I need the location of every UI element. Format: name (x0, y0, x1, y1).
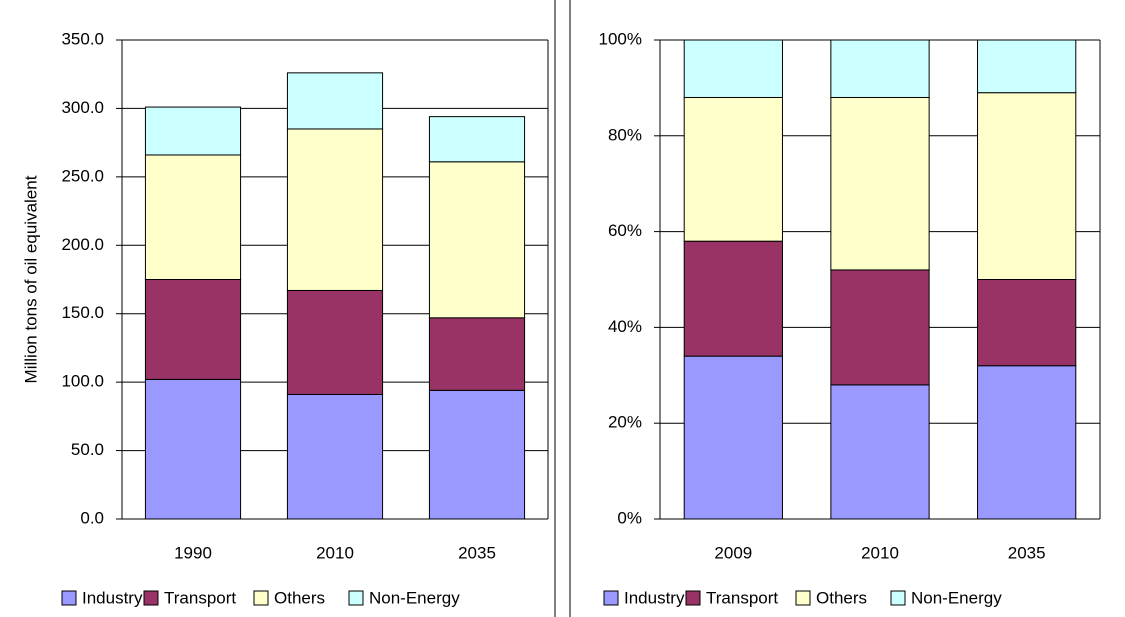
y-tick-label: 150.0 (61, 303, 104, 322)
y-axis-label: Million tons of oil equivalent (21, 175, 40, 383)
y-tick-label: 250.0 (61, 166, 104, 185)
legend-label: Others (274, 588, 325, 607)
x-tick-label: 2035 (1008, 543, 1046, 562)
legend-label: Industry (624, 588, 685, 607)
bar (286, 128, 384, 291)
legend-label: Transport (706, 588, 778, 607)
x-tick-label: 2010 (861, 543, 899, 562)
x-tick-label: 2009 (714, 543, 752, 562)
bar (683, 96, 783, 242)
legend-label: Non-Energy (911, 588, 1002, 607)
bar (286, 72, 384, 130)
bar (428, 161, 526, 319)
y-tick-label: 40% (608, 317, 642, 336)
y-tick-label: 100% (599, 29, 642, 48)
bar (428, 389, 526, 520)
legend-label: Others (816, 588, 867, 607)
legend-swatch (348, 590, 364, 606)
bar (830, 39, 930, 98)
bar (144, 279, 242, 380)
bar (683, 240, 783, 357)
bar (683, 355, 783, 520)
bar (428, 116, 526, 163)
bar (144, 106, 242, 156)
y-tick-label: 80% (608, 125, 642, 144)
y-tick-label: 200.0 (61, 235, 104, 254)
bar (428, 317, 526, 391)
legend-label: Industry (82, 588, 143, 607)
bar (286, 289, 384, 395)
y-tick-label: 60% (608, 221, 642, 240)
y-tick-label: 100.0 (61, 372, 104, 391)
legend-swatch (795, 590, 811, 606)
x-tick-label: 2035 (458, 543, 496, 562)
legend-swatch (603, 590, 619, 606)
y-tick-label: 0% (617, 508, 642, 527)
legend-swatch (143, 590, 159, 606)
y-tick-label: 350.0 (61, 29, 104, 48)
bar (683, 39, 783, 98)
bar (144, 378, 242, 520)
y-tick-label: 0.0 (80, 508, 104, 527)
bar (977, 365, 1077, 520)
x-tick-label: 2010 (316, 543, 354, 562)
legend-swatch (685, 590, 701, 606)
bar (977, 92, 1077, 280)
bar (286, 393, 384, 520)
bar (830, 96, 930, 271)
y-tick-label: 300.0 (61, 98, 104, 117)
bar (977, 39, 1077, 94)
legend-label: Non-Energy (369, 588, 460, 607)
legend-swatch (253, 590, 269, 606)
y-tick-label: 50.0 (71, 440, 104, 459)
y-tick-label: 20% (608, 413, 642, 432)
legend-swatch (890, 590, 906, 606)
legend-swatch (61, 590, 77, 606)
bar (830, 384, 930, 520)
bar (977, 279, 1077, 367)
x-tick-label: 1990 (174, 543, 212, 562)
bar (144, 154, 242, 281)
legend-label: Transport (164, 588, 236, 607)
bar (830, 269, 930, 386)
